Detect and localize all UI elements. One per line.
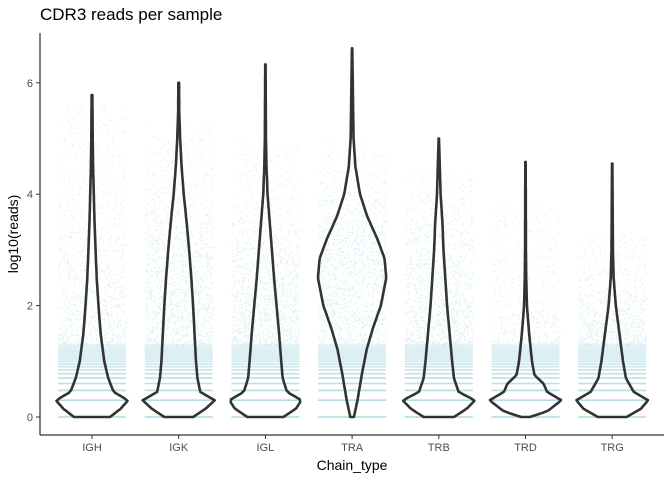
x-axis-title: Chain_type xyxy=(317,457,388,473)
jitter-points xyxy=(578,233,648,346)
category-tra-group xyxy=(318,138,388,418)
chart-title: CDR3 reads per sample xyxy=(40,5,222,24)
jitter-points xyxy=(58,105,128,346)
category-trg-group xyxy=(578,233,648,418)
x-tick-label: IGH xyxy=(82,442,102,454)
x-tick-label: TRB xyxy=(428,442,450,454)
y-tick-label: 4 xyxy=(27,189,33,201)
violin-igk xyxy=(141,81,216,419)
jitter-points-layer xyxy=(58,105,648,418)
x-tick-label: TRA xyxy=(341,442,364,454)
x-tick-label: TRD xyxy=(514,442,537,454)
violin-igh xyxy=(55,93,129,419)
x-tick-label: IGK xyxy=(169,442,189,454)
jitter-points xyxy=(491,205,561,346)
violins-layer xyxy=(55,47,650,419)
jitter-points xyxy=(404,172,474,346)
category-trb-group xyxy=(404,172,474,418)
y-axis-title: log10(reads) xyxy=(5,195,21,274)
jitter-points xyxy=(144,124,214,346)
x-tick-label: IGL xyxy=(257,442,275,454)
category-igk-group xyxy=(144,124,214,418)
violin-trd xyxy=(488,160,563,419)
violin-trg xyxy=(575,162,650,419)
y-tick-label: 0 xyxy=(27,412,33,424)
x-tick-label: TRG xyxy=(601,442,624,454)
violin-tra xyxy=(316,47,388,419)
violin-trb xyxy=(401,137,476,419)
y-tick-label: 2 xyxy=(27,301,33,313)
y-tick-label: 6 xyxy=(27,78,33,90)
x-axis-ticks: IGH IGK IGL TRA TRB TRD TRG xyxy=(82,435,624,454)
jitter-points xyxy=(231,138,301,346)
violin-igl xyxy=(229,63,302,419)
jitter-points xyxy=(318,138,388,346)
category-igh-group xyxy=(58,105,128,418)
y-axis-ticks: 0 2 4 6 xyxy=(27,78,40,424)
category-trd-group xyxy=(491,205,561,418)
